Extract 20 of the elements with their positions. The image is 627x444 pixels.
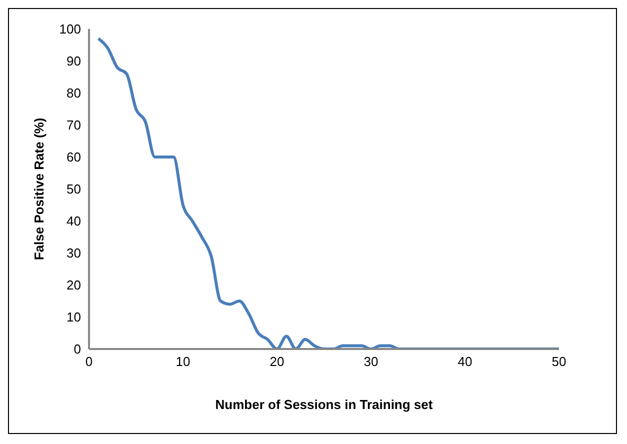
x-tick-label: 0 <box>85 354 93 370</box>
x-tick-label: 10 <box>176 354 190 370</box>
y-tick-label: 80 <box>66 86 81 101</box>
x-tick-label: 50 <box>552 354 566 370</box>
y-tick-label: 20 <box>66 278 81 293</box>
y-tick-label: 30 <box>66 246 81 261</box>
y-tick-label: 40 <box>66 214 81 229</box>
y-tick-label: 90 <box>66 54 81 69</box>
x-tick-label: 20 <box>270 354 284 370</box>
y-tick-label: 10 <box>66 310 81 325</box>
y-tick-label: 0 <box>74 342 81 357</box>
y-tick-label: 70 <box>66 118 81 133</box>
x-axis-title: Number of Sessions in Training set <box>215 397 434 412</box>
x-tick-label: 40 <box>458 354 472 370</box>
y-axis-title: False Positive Rate (%) <box>32 118 47 260</box>
x-tick-label: 30 <box>364 354 378 370</box>
line-series <box>96 37 559 349</box>
y-tick-label: 50 <box>66 182 81 197</box>
y-tick-label: 60 <box>66 150 81 165</box>
y-tick-label: 100 <box>59 22 81 37</box>
